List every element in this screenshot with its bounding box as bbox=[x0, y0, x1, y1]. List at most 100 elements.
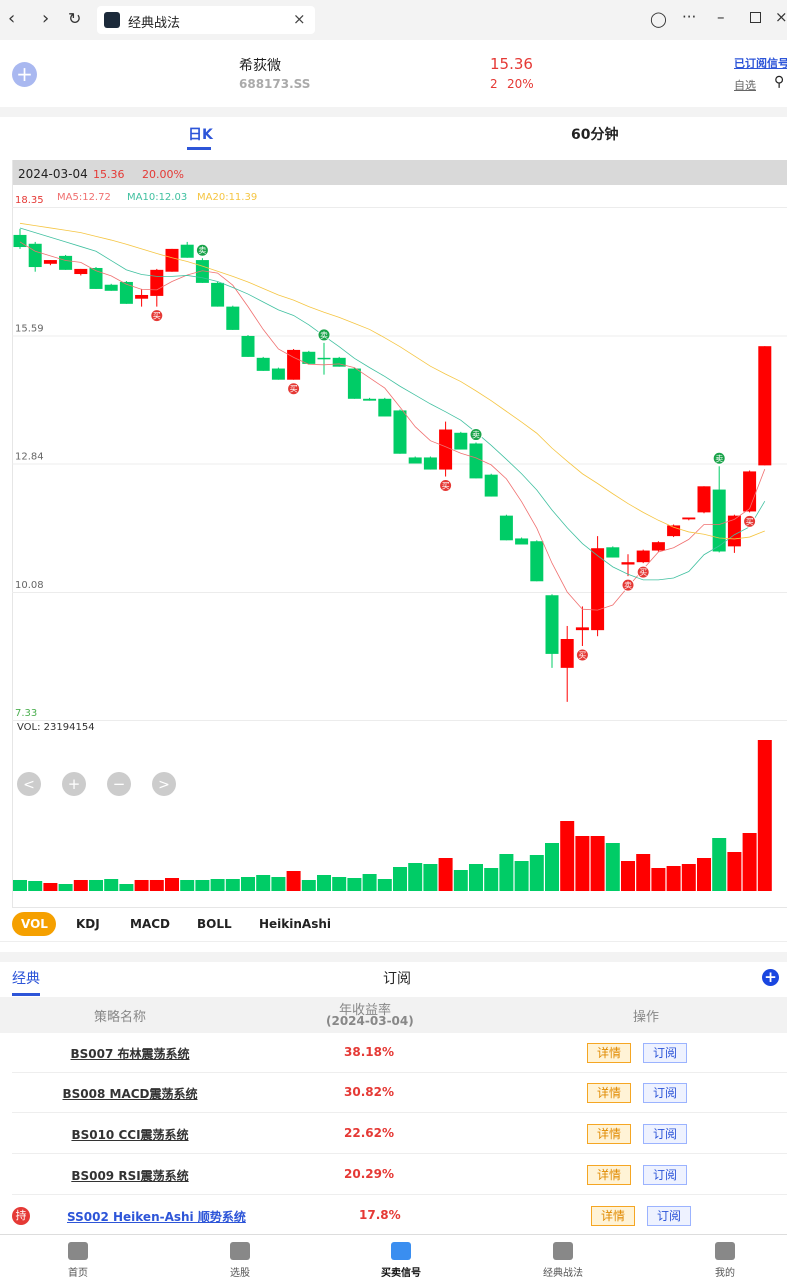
volume-bar bbox=[89, 879, 103, 891]
candle-body bbox=[241, 335, 255, 357]
reload[interactable]: ↻ bbox=[68, 9, 82, 28]
subscribed-link[interactable]: 已订阅信号 bbox=[734, 57, 787, 70]
globe[interactable]: ◯ bbox=[650, 10, 667, 28]
signal-label: 卖 bbox=[472, 431, 480, 440]
nav-label[interactable]: 买卖信号 bbox=[381, 1268, 421, 1279]
candle-body bbox=[104, 284, 118, 291]
indicator-tab[interactable]: BOLL bbox=[197, 917, 232, 931]
add-button[interactable]: + bbox=[12, 62, 37, 87]
subscribe-button[interactable]: 订阅 bbox=[643, 1043, 687, 1063]
signal-label: 买 bbox=[442, 482, 450, 491]
signal-badge bbox=[195, 243, 209, 257]
zoom-right[interactable] bbox=[152, 772, 176, 796]
minimize[interactable]: – bbox=[717, 8, 725, 26]
more[interactable]: ··· bbox=[682, 8, 697, 26]
indicator-tab[interactable]: HeikinAshi bbox=[259, 917, 332, 931]
divider bbox=[0, 941, 787, 942]
candle-body bbox=[378, 398, 392, 417]
nav-label[interactable]: 经典战法 bbox=[543, 1268, 583, 1279]
strategy-name[interactable]: SS002 Heiken-Ashi 顺势系统 bbox=[67, 1210, 246, 1224]
annual-return: 30.82% bbox=[344, 1085, 394, 1099]
active-pill bbox=[12, 912, 56, 936]
candle-body bbox=[287, 349, 301, 380]
candle-body bbox=[393, 410, 407, 454]
indicator-tab[interactable]: KDJ bbox=[76, 917, 100, 931]
icon: − bbox=[113, 775, 126, 793]
zoom-left[interactable] bbox=[17, 772, 41, 796]
volume-bar bbox=[180, 879, 195, 891]
volume-bar bbox=[727, 852, 742, 891]
subscribe-button[interactable]: 订阅 bbox=[647, 1206, 691, 1226]
tab-title: 经典战法 bbox=[128, 16, 181, 31]
volume-bar bbox=[666, 866, 681, 891]
subscribe-button[interactable]: 订阅 bbox=[643, 1124, 687, 1144]
strategy-tab[interactable]: 订阅 bbox=[383, 971, 411, 987]
volume-bar bbox=[681, 864, 696, 891]
strategy-name[interactable]: BS008 MACD震荡系统 bbox=[62, 1087, 198, 1101]
candle-body bbox=[332, 357, 346, 367]
candle-body bbox=[211, 282, 225, 307]
detail-button[interactable]: 详情 bbox=[591, 1206, 635, 1226]
candle-body bbox=[743, 471, 757, 512]
candle-body bbox=[515, 538, 529, 545]
signal-badge bbox=[317, 328, 331, 342]
detail-button[interactable]: 详情 bbox=[587, 1165, 631, 1185]
tab-close[interactable]: × bbox=[293, 10, 306, 28]
candle-body bbox=[271, 368, 285, 380]
candle-body bbox=[119, 281, 133, 304]
detail-button[interactable]: 详情 bbox=[587, 1124, 631, 1144]
detail-button[interactable]: 详情 bbox=[587, 1083, 631, 1103]
forward[interactable]: › bbox=[42, 8, 50, 29]
watchlist-link[interactable]: 自选 bbox=[734, 79, 756, 92]
back[interactable]: ‹ bbox=[8, 8, 16, 29]
signal-badge bbox=[636, 565, 650, 579]
candle-body bbox=[256, 357, 270, 371]
strategy-name[interactable]: BS007 布林震荡系统 bbox=[70, 1047, 190, 1061]
subscribe-button[interactable]: 订阅 bbox=[643, 1083, 687, 1103]
signal-label: 卖 bbox=[715, 454, 723, 463]
annual-return: 20.29% bbox=[344, 1167, 394, 1181]
tab[interactable] bbox=[97, 6, 315, 34]
candle-body bbox=[484, 474, 498, 497]
candle-body bbox=[530, 541, 544, 582]
candle-body bbox=[621, 562, 635, 565]
period-tab[interactable]: 日K bbox=[188, 127, 213, 143]
indicator-tab[interactable]: VOL bbox=[21, 917, 48, 931]
candle-body bbox=[439, 429, 453, 470]
th-return: 年收益率 bbox=[339, 1003, 392, 1018]
ma-line bbox=[19, 227, 766, 581]
date: 2024-03-04 bbox=[18, 167, 88, 181]
tab-underline bbox=[187, 147, 211, 150]
strategy-name[interactable]: BS009 RSI震荡系统 bbox=[71, 1169, 189, 1183]
zoom-in[interactable] bbox=[62, 772, 86, 796]
add-strategy[interactable]: + bbox=[762, 969, 779, 986]
detail-button[interactable]: 详情 bbox=[587, 1043, 631, 1063]
strategy-tab[interactable]: 经典 bbox=[12, 971, 40, 987]
nav-label[interactable]: 选股 bbox=[230, 1268, 250, 1279]
nav-icon bbox=[391, 1242, 411, 1260]
maximize[interactable] bbox=[750, 12, 761, 23]
volume-bar bbox=[58, 884, 73, 891]
signal-badge bbox=[287, 382, 301, 396]
search-icon[interactable]: ⚲ bbox=[774, 74, 785, 90]
strategy-name[interactable]: BS010 CCI震荡系统 bbox=[71, 1128, 189, 1142]
ma-name: MA5: bbox=[57, 192, 82, 203]
subscribe-button[interactable]: 订阅 bbox=[643, 1165, 687, 1185]
ma-name: MA10: bbox=[127, 192, 159, 203]
volume-bar bbox=[271, 877, 286, 891]
zoom-out[interactable] bbox=[107, 772, 131, 796]
candle-body bbox=[13, 234, 27, 248]
nav-label[interactable]: 我的 bbox=[715, 1268, 735, 1279]
th-name: 策略名称 bbox=[94, 1010, 147, 1025]
candle-body bbox=[499, 515, 513, 541]
volume-bar bbox=[301, 879, 316, 891]
period-tab[interactable]: 60分钟 bbox=[571, 127, 619, 143]
volume-bar bbox=[423, 864, 438, 891]
volume-bar bbox=[469, 864, 483, 891]
indicator-tab[interactable]: MACD bbox=[130, 917, 170, 931]
stock-name: 希荻微 bbox=[239, 58, 281, 74]
signal-badge bbox=[469, 428, 483, 442]
ma-name: MA20: bbox=[197, 192, 229, 203]
close[interactable]: × bbox=[775, 8, 787, 26]
nav-label[interactable]: 首页 bbox=[68, 1268, 88, 1279]
